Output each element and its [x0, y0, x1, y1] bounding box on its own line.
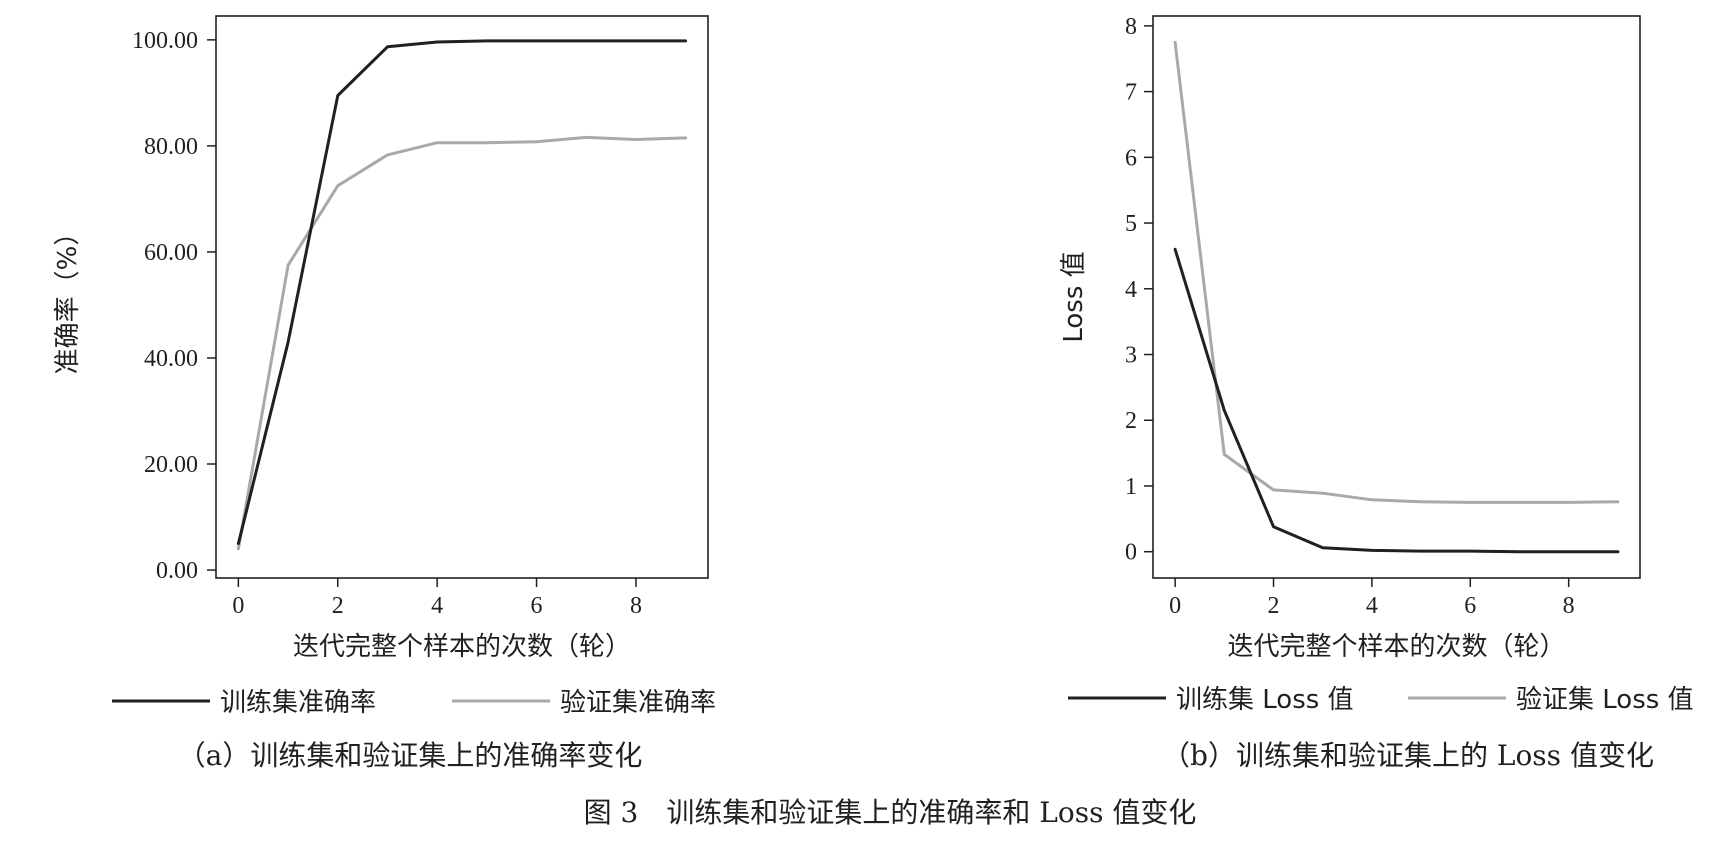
x-axis-label: 迭代完整个样本的次数（轮）	[1227, 632, 1565, 662]
y-axis-label: Loss 值	[1059, 251, 1089, 342]
y-tick-label: 0.00	[156, 558, 198, 584]
x-axis-label: 迭代完整个样本的次数（轮）	[293, 632, 631, 662]
y-tick-label: 20.00	[144, 452, 198, 478]
series-line-validation	[236, 135, 688, 551]
x-tick-label: 6	[531, 593, 543, 619]
y-tick-label: 8	[1125, 14, 1137, 40]
y-tick-label: 7	[1125, 80, 1137, 106]
legend-label: 训练集准确率	[220, 688, 376, 718]
x-tick-label: 6	[1464, 593, 1476, 619]
panel-a-accuracy-chart: 0 2 4 6 80.0020.0040.0060.0080.00100.00迭代完整个…	[53, 15, 716, 772]
x-tick-label: 2	[332, 593, 344, 619]
y-tick-label: 80.00	[144, 134, 198, 160]
series-line-train	[236, 39, 688, 545]
x-tick-label: 2	[1268, 593, 1280, 619]
subfigure-caption: （a）训练集和验证集上的准确率变化	[178, 739, 643, 772]
series-line-train	[1173, 247, 1620, 554]
legend-label: 验证集 Loss 值	[1516, 685, 1694, 715]
figure-caption: 图 3 训练集和验证集上的准确率和 Loss 值变化	[584, 796, 1197, 829]
y-tick-label: 40.00	[144, 346, 198, 372]
y-tick-label: 5	[1125, 211, 1137, 237]
y-tick-label: 100.00	[132, 28, 198, 54]
subfigure-caption: （b）训练集和验证集上的 Loss 值变化	[1162, 739, 1654, 772]
x-tick-label: 0	[1169, 593, 1181, 619]
series-line-validation	[1173, 40, 1620, 504]
y-tick-label: 60.00	[144, 240, 198, 266]
plot-frame	[215, 15, 709, 579]
y-tick-label: 1	[1125, 474, 1137, 500]
y-tick-label: 3	[1125, 343, 1137, 369]
y-tick-label: 2	[1125, 408, 1137, 434]
x-tick-label: 4	[1366, 593, 1378, 619]
y-axis-label: 准确率（%）	[53, 220, 83, 375]
legend-label: 训练集 Loss 值	[1176, 685, 1354, 715]
y-tick-label: 0	[1125, 540, 1137, 566]
y-tick-label: 6	[1125, 145, 1137, 171]
x-tick-label: 8	[630, 593, 642, 619]
y-tick-label: 4	[1125, 277, 1137, 303]
x-tick-label: 4	[431, 593, 443, 619]
legend-label: 验证集准确率	[560, 688, 716, 718]
x-tick-label: 0	[232, 593, 244, 619]
plot-frame	[1152, 15, 1641, 579]
x-tick-label: 8	[1563, 593, 1575, 619]
